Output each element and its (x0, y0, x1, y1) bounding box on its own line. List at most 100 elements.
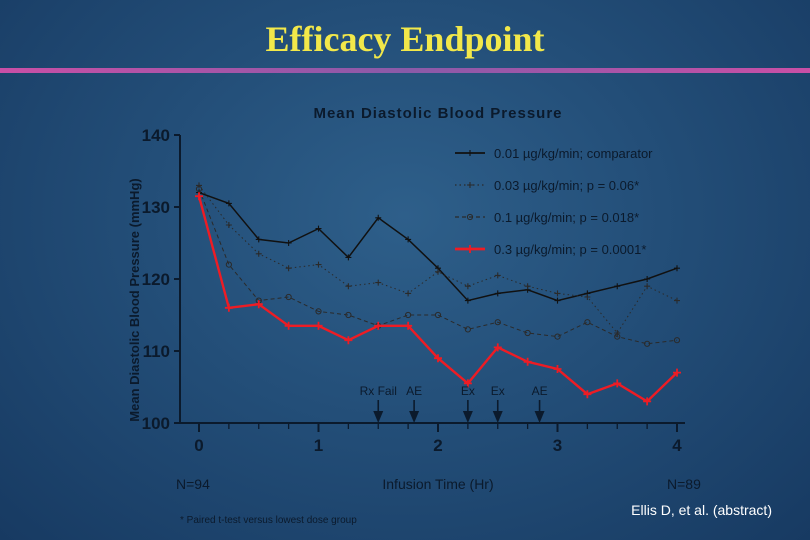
event-annotation-label: Ex (461, 384, 475, 398)
data-point (255, 250, 262, 257)
series-line-2 (198, 185, 678, 334)
legend-label-4: 0.3 µg/kg/min; p = 0.0001* (494, 242, 646, 257)
data-point (255, 236, 262, 243)
data-point (315, 261, 322, 268)
data-point (254, 300, 263, 309)
data-point (674, 265, 680, 272)
data-point (315, 308, 322, 315)
data-point (614, 330, 621, 336)
data-point (434, 354, 442, 363)
data-point (225, 261, 232, 268)
data-point (285, 240, 292, 246)
data-point (673, 337, 681, 344)
slide-title: Efficacy Endpoint (265, 19, 545, 59)
footnote: * Paired t-test versus lowest dose group (180, 515, 357, 526)
event-annotation-label: Ex (491, 384, 505, 398)
event-arrow-head (373, 411, 384, 423)
data-point (224, 303, 233, 312)
x-axis-label: Infusion Time (Hr) (382, 476, 493, 492)
event-arrow-head (492, 411, 503, 423)
legend-marker (466, 245, 474, 253)
data-point (644, 283, 651, 290)
data-point (523, 357, 532, 366)
legend-label-3: 0.1 µg/kg/min; p = 0.018* (494, 210, 639, 225)
data-point (196, 182, 202, 189)
data-point (345, 254, 352, 261)
data-point (583, 390, 592, 399)
data-point (314, 321, 323, 330)
data-point (553, 365, 562, 373)
data-point (643, 397, 652, 406)
data-point (584, 294, 591, 300)
data-point (554, 290, 561, 297)
data-point (285, 265, 292, 272)
data-point (435, 268, 441, 275)
y-tick-label: 130 (142, 198, 170, 217)
legend-marker (467, 150, 473, 156)
data-point (494, 290, 501, 297)
data-point (195, 185, 203, 193)
y-tick-label: 120 (142, 270, 170, 289)
data-point (195, 192, 203, 201)
y-tick-label: 110 (143, 342, 170, 361)
event-arrow-head (409, 411, 420, 423)
x-tick-label: 1 (314, 436, 323, 455)
y-tick-label: 100 (142, 414, 170, 433)
citation-credit: Ellis D, et al. (abstract) (631, 502, 772, 518)
data-point (524, 283, 531, 290)
event-annotation-label: AE (532, 384, 548, 398)
data-point (644, 276, 651, 282)
event-annotation-label: AE (406, 384, 422, 398)
data-point (285, 293, 292, 301)
legend-marker (467, 182, 473, 188)
data-point (315, 225, 322, 232)
data-point (494, 319, 501, 326)
legend-marker (466, 213, 474, 221)
y-axis-label: Mean Diastolic Blood Pressure (mmHg) (127, 178, 142, 421)
data-point (673, 368, 681, 377)
data-point (613, 379, 622, 388)
data-point (644, 340, 651, 347)
legend-label-1: 0.01 µg/kg/min; comparator (494, 146, 653, 161)
data-point (345, 283, 352, 290)
data-point (463, 379, 472, 388)
data-point (464, 326, 471, 333)
event-annotation-label: Rx Fail (360, 384, 397, 398)
chart-title: Mean Diastolic Blood Pressure (313, 105, 562, 122)
data-point (524, 329, 531, 337)
x-tick-label: 2 (433, 436, 442, 455)
n-start-label: N=94 (176, 476, 210, 492)
data-point (464, 283, 471, 290)
data-point (493, 343, 502, 352)
data-point (375, 279, 382, 286)
data-point (284, 321, 293, 330)
data-point (404, 321, 413, 330)
data-point (225, 200, 232, 207)
data-point (345, 311, 352, 319)
data-point (434, 311, 442, 319)
data-point (554, 333, 561, 340)
event-arrow-head (534, 411, 545, 423)
data-point (405, 236, 412, 243)
data-point (674, 297, 680, 304)
y-tick-label: 140 (142, 126, 170, 145)
data-point (405, 290, 412, 297)
data-point (554, 297, 561, 304)
legend-label-2: 0.03 µg/kg/min; p = 0.06* (494, 178, 639, 193)
data-point (614, 333, 621, 340)
data-point (614, 283, 621, 290)
data-point (225, 222, 232, 228)
x-tick-label: 4 (672, 436, 682, 455)
data-point (494, 272, 501, 279)
data-point (375, 214, 382, 221)
data-point (464, 297, 471, 304)
series-line-3 (198, 188, 678, 345)
data-point (374, 321, 383, 330)
data-point (344, 336, 353, 345)
data-point (584, 319, 591, 326)
x-tick-label: 3 (553, 436, 562, 455)
title-divider (0, 68, 810, 73)
x-tick-label: 0 (194, 436, 203, 455)
n-end-label: N=89 (667, 476, 701, 492)
